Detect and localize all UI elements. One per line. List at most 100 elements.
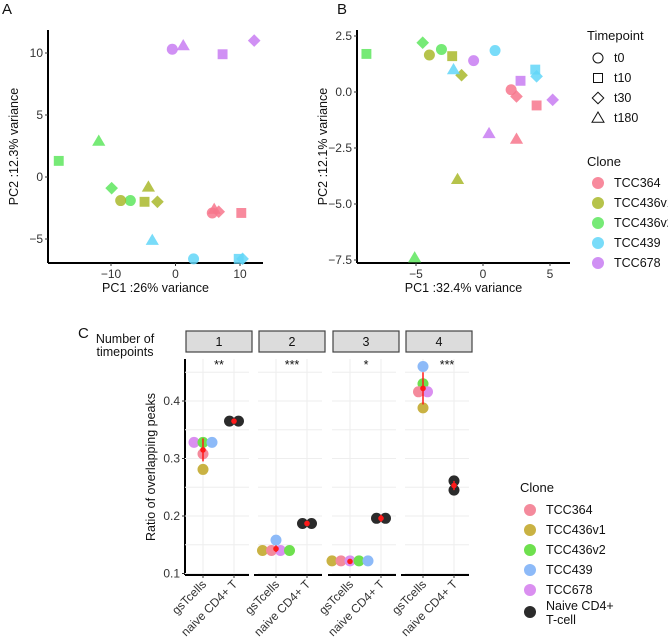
panel-b-x-tick-label: 5: [547, 267, 554, 281]
legend-timepoint-item: t10: [614, 71, 631, 85]
gs-point: [362, 555, 374, 567]
gs-point: [326, 555, 338, 567]
panel-b-point: [408, 251, 422, 263]
panel-b-x-tick-label: −5: [409, 267, 423, 281]
panel-b-point: [510, 90, 523, 103]
panel-a-y-tick-label: −5: [29, 232, 43, 246]
naive-point: [380, 512, 391, 524]
panel-b-point: [435, 43, 447, 55]
significance-label: ***: [285, 358, 300, 372]
naive-point: [233, 415, 244, 427]
facet-strip-label: 3: [363, 335, 370, 349]
panel-a-y-tick-label: 10: [30, 46, 44, 60]
panel-c-y-axis-title: Ratio of overlapping peaks: [144, 393, 158, 541]
legend-clone-swatch: [592, 257, 604, 269]
legend-c-item: TCC439: [546, 563, 593, 577]
facet-variable-label: timepoints: [97, 345, 154, 359]
legend-timepoint-title: Timepoint: [587, 28, 644, 43]
panel-b-y-axis-title: PC2 :12.1% variance: [316, 88, 330, 205]
legend-clone-item: TCC678: [614, 256, 661, 270]
legend-shape-square-icon: [593, 73, 603, 83]
panel-a-point: [139, 196, 150, 207]
panel-b-point: [468, 55, 480, 67]
facet-strip: [405, 330, 473, 353]
legend-c-swatch: [524, 606, 536, 618]
gs-point: [417, 402, 429, 414]
significance-label: ***: [440, 358, 455, 372]
panel-a-point: [105, 181, 118, 195]
facet-strip: [258, 330, 326, 353]
gs-point: [270, 534, 282, 546]
legend-timepoint-item: t30: [614, 91, 631, 105]
gs-point: [197, 463, 209, 475]
panel-b-point: [416, 36, 430, 50]
gs-point: [188, 436, 200, 448]
legend-clone-item: TCC436v2: [614, 216, 668, 230]
naive-point: [297, 517, 308, 529]
panel-a-point: [247, 34, 261, 47]
panel-a-point: [188, 253, 200, 265]
naive-mean-point: [451, 482, 457, 489]
legend-timepoint-item: t0: [614, 51, 624, 65]
panel-a-point: [53, 155, 64, 166]
panel-b-y-tick-label: −5.0: [328, 197, 352, 211]
legend-c-item: Naive CD4+: [546, 599, 614, 613]
facet-strip: [332, 330, 400, 353]
legend-clone-item: TCC439: [614, 236, 661, 250]
legend-c-item: T-cell: [546, 613, 576, 627]
naive-mean-point: [378, 515, 384, 522]
panel-c-y-tick-label: 0.4: [163, 394, 180, 408]
panel-b-point: [530, 64, 541, 75]
gs-point: [335, 555, 347, 567]
panel-b-y-tick-label: −7.5: [328, 253, 352, 267]
panel-a-x-axis-title: PC1 :26% variance: [102, 281, 209, 295]
panel-a-point: [212, 205, 226, 219]
naive-point: [371, 512, 382, 524]
panel-b-point: [489, 45, 501, 57]
gs-point: [206, 436, 218, 448]
panel-a-point: [236, 208, 247, 218]
panel-c-y-tick-label: 0.2: [163, 509, 180, 523]
panel-a-y-tick-label: 5: [36, 108, 43, 122]
gs-mean-point: [420, 385, 426, 392]
panel-b-point: [509, 132, 524, 144]
legend-clone-swatch: [592, 197, 604, 209]
legend-c-item: TCC364: [546, 503, 593, 517]
panel-a-point: [115, 195, 127, 207]
naive-point: [224, 415, 235, 427]
panel-b-y-tick-label: 0.0: [335, 85, 352, 99]
naive-mean-point: [304, 520, 310, 527]
facet-strip-label: 4: [436, 335, 443, 349]
legend-c-swatch: [524, 524, 536, 536]
gs-point: [284, 545, 295, 556]
panel-b-point: [531, 100, 542, 111]
gs-mean-point: [273, 545, 279, 552]
legend-c-swatch: [524, 544, 536, 556]
legend-c-item: TCC678: [546, 583, 593, 597]
significance-label: **: [214, 358, 224, 372]
legend-c-item: TCC436v2: [546, 543, 606, 557]
legend-shape-circle-icon: [592, 52, 604, 64]
panel-a-point: [236, 252, 249, 266]
panel-b-label: B: [337, 1, 347, 18]
panel-a-y-axis-title: PC2 :12.3% variance: [7, 88, 21, 205]
panel-b-point: [482, 126, 496, 139]
legend-c-item: TCC436v1: [546, 523, 606, 537]
panel-a-point: [176, 38, 190, 51]
legend-timepoint-item: t180: [614, 111, 638, 125]
panel-b-y-tick-label: 2.5: [335, 29, 352, 43]
panel-b-point: [446, 63, 461, 75]
panel-a-point: [145, 233, 159, 245]
facet-strip: [185, 330, 253, 353]
legend-clone-item: TCC436v1: [614, 196, 668, 210]
panel-a-point: [92, 134, 106, 146]
panel-a-point: [124, 195, 136, 207]
panel-b-point: [423, 49, 435, 61]
gs-point: [353, 555, 365, 567]
panel-b-x-axis-title: PC1 :32.4% variance: [405, 281, 522, 295]
facet-strip-label: 2: [289, 335, 296, 349]
panel-a-point: [217, 49, 228, 60]
legend-c-swatch: [524, 564, 536, 576]
panel-c-y-tick-label: 0.1: [163, 567, 180, 581]
